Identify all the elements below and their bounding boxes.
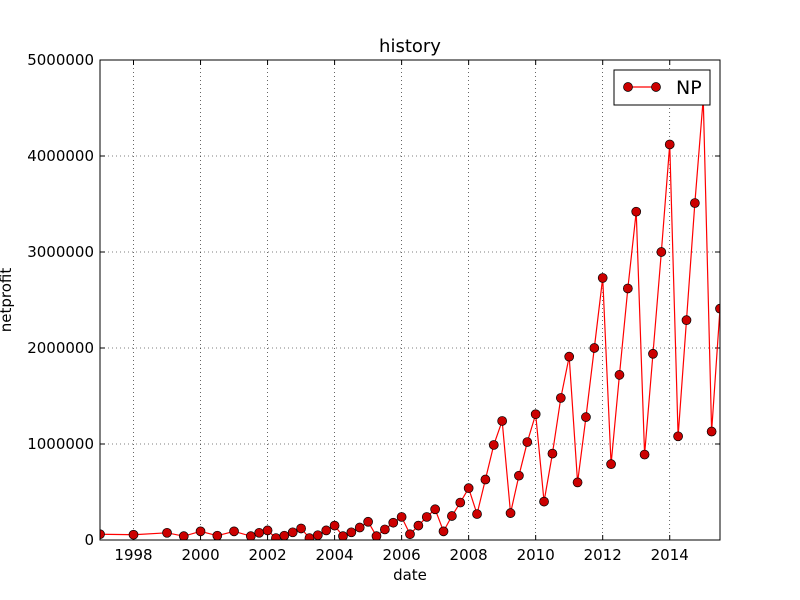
legend-label: NP xyxy=(676,77,702,99)
y-tick-label: 4000000 xyxy=(27,147,94,165)
data-point xyxy=(505,508,516,518)
data-point xyxy=(312,530,323,540)
x-tick-label: 2010 xyxy=(517,546,555,564)
data-point xyxy=(346,527,357,538)
data-point xyxy=(363,516,373,527)
data-point xyxy=(245,531,256,540)
x-tick-label: 2000 xyxy=(181,546,219,564)
data-point xyxy=(530,409,541,420)
data-point xyxy=(514,470,524,481)
data-point xyxy=(279,530,290,540)
data-point xyxy=(380,524,390,535)
series-layer xyxy=(100,93,720,540)
data-point xyxy=(296,523,306,534)
data-point xyxy=(162,527,172,538)
data-point xyxy=(413,520,424,531)
data-point xyxy=(715,303,720,314)
data-point xyxy=(664,139,675,150)
data-point xyxy=(656,247,667,257)
data-point xyxy=(639,449,650,460)
data-point xyxy=(614,370,625,380)
plot-frame xyxy=(99,59,721,541)
data-point xyxy=(262,525,273,536)
data-point xyxy=(195,526,206,537)
data-point xyxy=(539,496,549,507)
x-tick-label: 2002 xyxy=(248,546,286,564)
data-point xyxy=(706,426,717,437)
legend: NP xyxy=(613,69,711,106)
data-point xyxy=(338,531,348,540)
x-tick-label: 2006 xyxy=(383,546,421,564)
chart-title: history xyxy=(379,36,441,57)
y-tick-label: 2000000 xyxy=(27,339,94,357)
data-point xyxy=(128,529,139,540)
data-point xyxy=(178,531,189,540)
data-point xyxy=(455,497,466,508)
data-point xyxy=(388,517,399,528)
data-point xyxy=(212,530,223,540)
data-point xyxy=(622,283,633,294)
x-tick-label: 2014 xyxy=(651,546,689,564)
data-point xyxy=(555,393,566,403)
data-point xyxy=(421,512,432,522)
data-point xyxy=(321,525,332,536)
data-point xyxy=(673,431,683,442)
legend-marker-left xyxy=(623,82,633,92)
data-point xyxy=(405,529,415,540)
tick-labels: 1998 2000 2002 2004 2006 2008 2010 2012 2014 0 100… xyxy=(27,51,689,564)
data-point xyxy=(681,315,692,326)
data-point xyxy=(522,437,533,447)
data-point xyxy=(438,526,449,537)
data-point xyxy=(690,198,700,208)
legend-marker-right xyxy=(651,82,661,92)
x-tick-label: 2008 xyxy=(450,546,488,564)
x-tick-label: 1998 xyxy=(114,546,152,564)
data-point xyxy=(354,522,365,533)
series-np xyxy=(100,93,720,540)
data-point xyxy=(472,509,482,519)
y-tick-label: 3000000 xyxy=(27,243,94,261)
x-tick-label: 2012 xyxy=(584,546,622,564)
y-tick-label: 5000000 xyxy=(27,51,94,69)
grid xyxy=(100,59,720,541)
data-point xyxy=(488,440,499,450)
data-point xyxy=(581,412,591,422)
data-point xyxy=(396,512,407,522)
data-point xyxy=(606,459,616,470)
data-point xyxy=(564,351,575,362)
plot-area xyxy=(100,60,720,540)
data-point xyxy=(447,511,457,521)
data-point xyxy=(480,474,491,485)
data-point xyxy=(287,527,298,538)
data-point xyxy=(572,477,583,488)
data-point xyxy=(547,448,558,459)
data-point xyxy=(430,504,440,515)
data-point xyxy=(497,416,508,426)
data-point xyxy=(589,343,600,353)
data-point xyxy=(229,526,239,537)
x-axis-label: date xyxy=(393,566,427,584)
data-point xyxy=(631,206,642,217)
y-tick-label: 1000000 xyxy=(27,435,94,453)
y-tick-label: 0 xyxy=(84,531,94,549)
data-point xyxy=(463,483,474,494)
data-point xyxy=(254,527,265,538)
data-point xyxy=(329,520,340,531)
data-point xyxy=(100,529,105,540)
data-point xyxy=(371,531,382,540)
x-tick-label: 2004 xyxy=(316,546,354,564)
data-point xyxy=(648,348,658,359)
data-point xyxy=(597,273,608,283)
y-axis-label: netprofit xyxy=(0,268,15,333)
